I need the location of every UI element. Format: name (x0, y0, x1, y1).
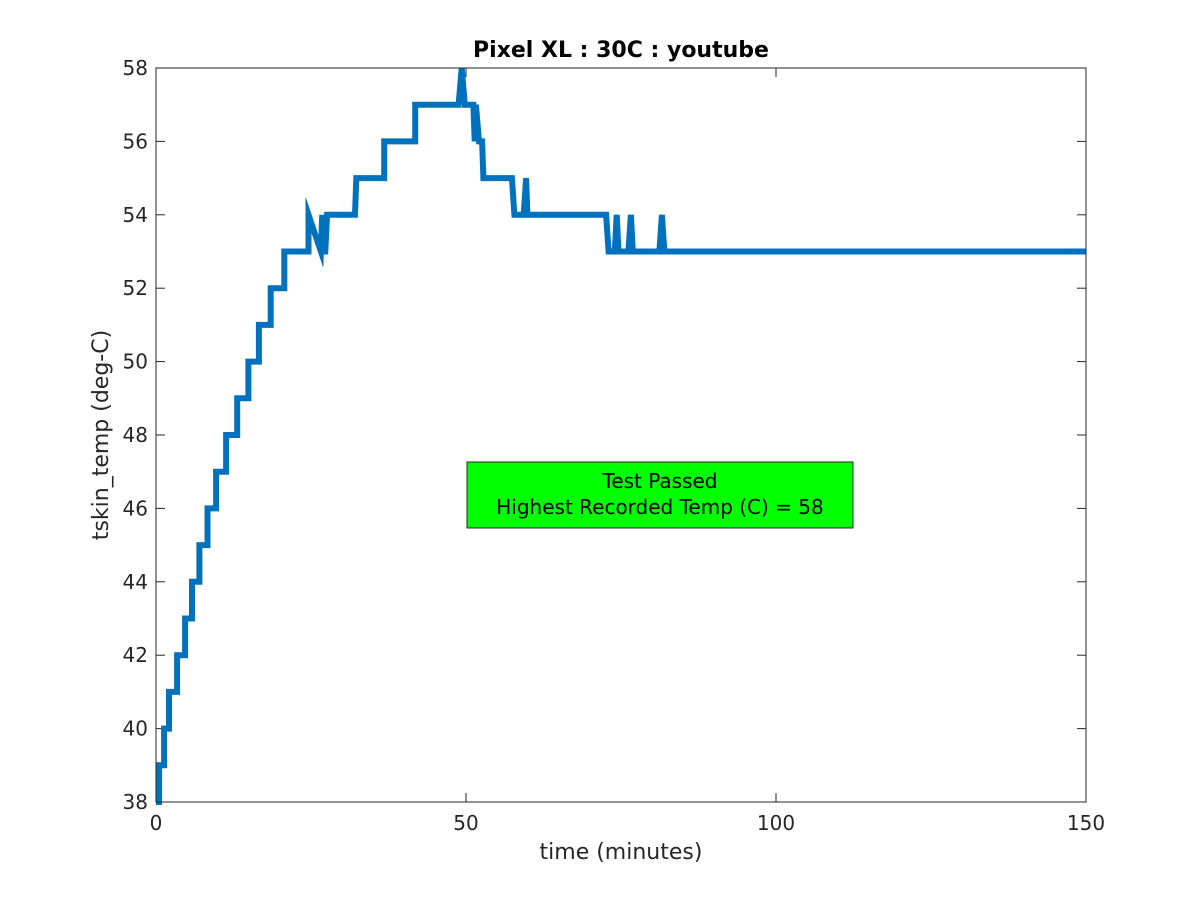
y-tick-label: 54 (123, 203, 148, 227)
y-tick-label: 56 (123, 129, 148, 153)
x-tick-label: 100 (757, 811, 795, 835)
y-tick-label: 38 (123, 790, 148, 814)
y-tick-label: 48 (123, 423, 148, 447)
annotation-line-1: Test Passed (602, 469, 718, 493)
y-tick-label: 44 (123, 570, 148, 594)
chart-title: Pixel XL : 30C : youtube (473, 38, 769, 63)
x-tick-label: 0 (150, 811, 163, 835)
plot-frame (155, 67, 1087, 803)
x-axis-label: time (minutes) (540, 840, 703, 865)
annotation-line-2: Highest Recorded Temp (C) = 58 (496, 495, 824, 519)
annotation-box (466, 461, 854, 529)
ticks-layer: 0 50 100 150 38 40 42 44 46 48 50 52 54 56 58 (123, 56, 1106, 835)
y-tick-label: 52 (123, 276, 148, 300)
y-axis-label: tskin_temp (deg-C) (89, 330, 114, 540)
x-tick-label: 50 (453, 811, 478, 835)
y-tick-label: 40 (123, 717, 148, 741)
y-tick-label: 42 (123, 643, 148, 667)
annotation: Test Passed Highest Recorded Temp (C) = … (466, 461, 854, 529)
y-tick-label: 50 (123, 350, 148, 374)
plot-area (156, 68, 1086, 802)
series-line-1 (156, 67, 1086, 805)
y-tick-label: 46 (123, 496, 148, 520)
x-tick-label: 150 (1067, 811, 1105, 835)
y-tick-label: 58 (123, 56, 148, 80)
series-layer (156, 67, 1086, 805)
